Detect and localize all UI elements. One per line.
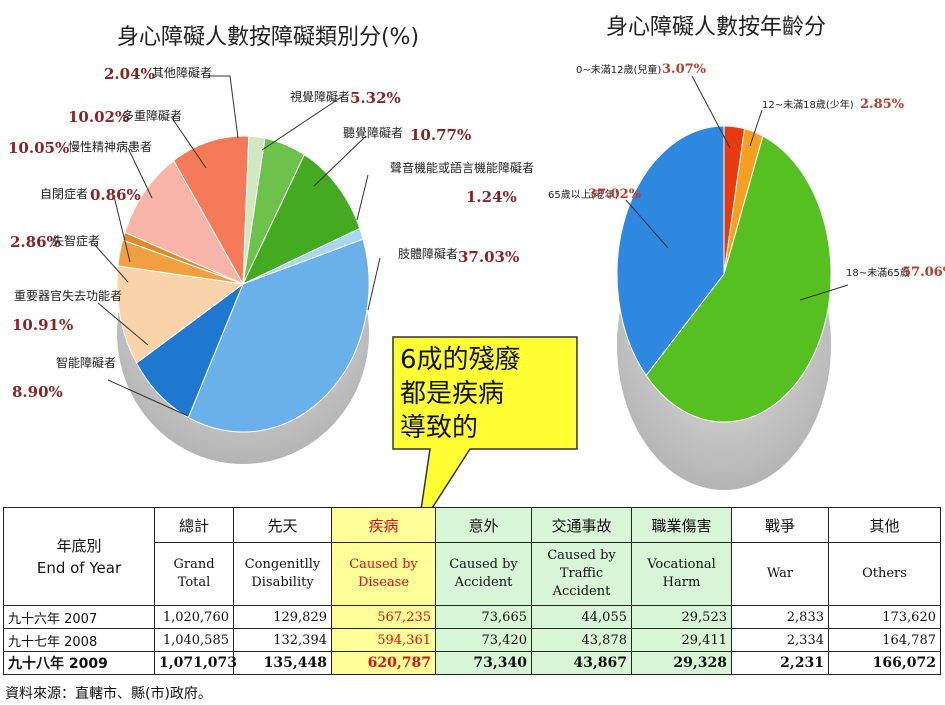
label-limb: 肢體障礙者 bbox=[398, 246, 458, 261]
pie2-slice-3 bbox=[616, 125, 725, 377]
header-en-row: Grand Total Congenitlly Disability Caused … bbox=[4, 542, 941, 606]
pct-autism: 0.86% bbox=[90, 186, 141, 204]
label-other: 其他障礙者 bbox=[152, 65, 212, 80]
cell-traffic: 43,878 bbox=[531, 628, 632, 652]
label-organ: 重要器官失去功能者 bbox=[14, 288, 122, 303]
cell-congenital: 135,448 bbox=[233, 651, 332, 675]
pie-age bbox=[616, 125, 832, 423]
th-disease: 疾病 bbox=[331, 507, 436, 543]
pct-limb: 37.03% bbox=[458, 248, 519, 266]
en-traffic: Caused by Traffic Accident bbox=[531, 542, 632, 606]
chart-title-age: 身心障礙人數按年齡分 bbox=[606, 15, 826, 40]
pie-disability-type bbox=[116, 135, 370, 433]
cell-war: 2,334 bbox=[731, 628, 829, 652]
row-year: 九十六年 2007 bbox=[3, 605, 155, 629]
cell-congenital: 129,829 bbox=[233, 605, 332, 629]
row-year: 九十七年 2008 bbox=[3, 628, 155, 652]
th-vocational: 職業傷害 bbox=[631, 507, 732, 543]
cell-vocational: 29,328 bbox=[631, 651, 732, 675]
cell-accident: 73,665 bbox=[435, 605, 532, 629]
table-row: 九十八年 2009 1,071,073 135,448 620,787 73,3… bbox=[3, 651, 941, 675]
th-total: 總計 bbox=[154, 507, 234, 543]
pct-visual: 5.32% bbox=[350, 89, 401, 107]
pct-hearing: 10.77% bbox=[410, 126, 471, 144]
cell-traffic: 43,867 bbox=[531, 651, 632, 675]
en-disease: Caused by Disease bbox=[331, 542, 436, 606]
en-war: War bbox=[731, 542, 829, 606]
pie1-slice-9 bbox=[172, 135, 250, 286]
pct-adult: 57.06% bbox=[902, 265, 945, 280]
cell-disease: 594,361 bbox=[331, 628, 436, 652]
table-row: 九十七年 2008 1,040,585 132,394 594,361 73,4… bbox=[3, 628, 941, 652]
cell-war: 2,231 bbox=[731, 651, 829, 675]
cell-others: 164,787 bbox=[828, 628, 941, 652]
en-total: Grand Total bbox=[154, 542, 234, 606]
label-autism: 自閉症者 bbox=[40, 186, 88, 201]
th-traffic: 交通事故 bbox=[531, 507, 632, 543]
label-speech: 聲音機能或語言機能障礙者 bbox=[390, 160, 534, 175]
pct-other: 2.04% bbox=[104, 65, 155, 83]
cell-accident: 73,340 bbox=[435, 651, 532, 675]
pct-teen: 2.85% bbox=[860, 97, 905, 112]
callout-line-1: 6成的殘廢 bbox=[400, 345, 521, 375]
cell-accident: 73,420 bbox=[435, 628, 532, 652]
label-multiple: 多重障礙者 bbox=[122, 108, 182, 123]
charts-area: 身心障礙人數按障礙類別分(%) 身心障礙人數按年齡分 視覺障礙者 5.32% 聽… bbox=[8, 15, 945, 510]
cell-total: 1,071,073 bbox=[154, 651, 237, 675]
label-teen: 12~未滿18歲(少年) bbox=[762, 98, 854, 111]
chart-title-disability-type: 身心障礙人數按障礙類別分(%) bbox=[117, 25, 419, 50]
pie1-slice-3 bbox=[187, 238, 370, 433]
cell-others: 173,620 bbox=[828, 605, 941, 629]
label-child: 0~未滿12歲(兒童) bbox=[576, 63, 661, 76]
label-visual: 視覺障礙者 bbox=[290, 89, 350, 104]
cell-war: 2,833 bbox=[731, 605, 829, 629]
en-vocational: Vocational Harm bbox=[631, 542, 732, 606]
pct-speech: 1.24% bbox=[466, 188, 517, 206]
year-header: 年底別 End of Year bbox=[3, 507, 155, 606]
th-others: 其他 bbox=[828, 507, 941, 543]
row-year: 九十八年 2009 bbox=[3, 651, 155, 675]
label-mental: 慢性精神病患者 bbox=[68, 139, 152, 154]
cell-others: 166,072 bbox=[828, 651, 941, 675]
leader-lines bbox=[93, 75, 849, 417]
cell-traffic: 44,055 bbox=[531, 605, 632, 629]
callout-bubble bbox=[392, 336, 578, 510]
label-intellectual: 智能障礙者 bbox=[56, 355, 116, 370]
cell-disease: 567,235 bbox=[331, 605, 436, 629]
cell-vocational: 29,411 bbox=[631, 628, 732, 652]
en-accident: Caused by Accident bbox=[435, 542, 532, 606]
th-accident: 意外 bbox=[435, 507, 532, 543]
pct-organ: 10.91% bbox=[12, 316, 73, 334]
cell-vocational: 29,523 bbox=[631, 605, 732, 629]
label-adult: 18~未滿65歲 bbox=[846, 266, 910, 279]
pie1-slice-8 bbox=[124, 159, 245, 286]
pie1-slice-4 bbox=[135, 282, 245, 419]
pct-mental: 10.05% bbox=[8, 139, 69, 157]
pie1-slice-10 bbox=[242, 135, 266, 285]
cell-disease: 620,787 bbox=[331, 651, 436, 675]
pct-child: 3.07% bbox=[662, 62, 707, 77]
label-dementia: 失智症者 bbox=[52, 233, 100, 248]
pct-multiple: 10.02% bbox=[68, 108, 129, 126]
pct-elderly: 37.02% bbox=[588, 187, 642, 202]
table-row: 九十六年 2007 1,020,760 129,829 567,235 73,6… bbox=[3, 605, 941, 629]
header-zh-row: 年底別 End of Year 總計 先天 疾病 意外 交通事故 職業傷害 戰爭 … bbox=[3, 507, 941, 606]
pie2-slice-2 bbox=[645, 135, 832, 423]
th-congenital: 先天 bbox=[233, 507, 332, 543]
cell-total: 1,020,760 bbox=[154, 605, 234, 629]
en-others: Others bbox=[828, 542, 941, 606]
callout-line-3: 導致的 bbox=[400, 413, 478, 443]
cell-congenital: 132,394 bbox=[233, 628, 332, 652]
disability-cause-table: 年底別 End of Year 總計 先天 疾病 意外 交通事故 職業傷害 戰爭 … bbox=[3, 507, 941, 675]
pie1-slice-1 bbox=[241, 153, 361, 286]
cell-total: 1,040,585 bbox=[154, 628, 234, 652]
pct-dementia: 2.86% bbox=[10, 233, 61, 251]
pct-intellectual: 8.90% bbox=[12, 383, 63, 401]
label-elderly: 65歲以上(老年) bbox=[548, 188, 619, 201]
th-war: 戰爭 bbox=[731, 507, 829, 543]
label-hearing: 聽覺障礙者 bbox=[343, 125, 403, 140]
callout-line-2: 都是疾病 bbox=[400, 379, 504, 409]
source-note: 資料來源：直轄市、縣(市)政府。 bbox=[5, 686, 212, 702]
en-congenital: Congenitlly Disability bbox=[233, 542, 332, 606]
